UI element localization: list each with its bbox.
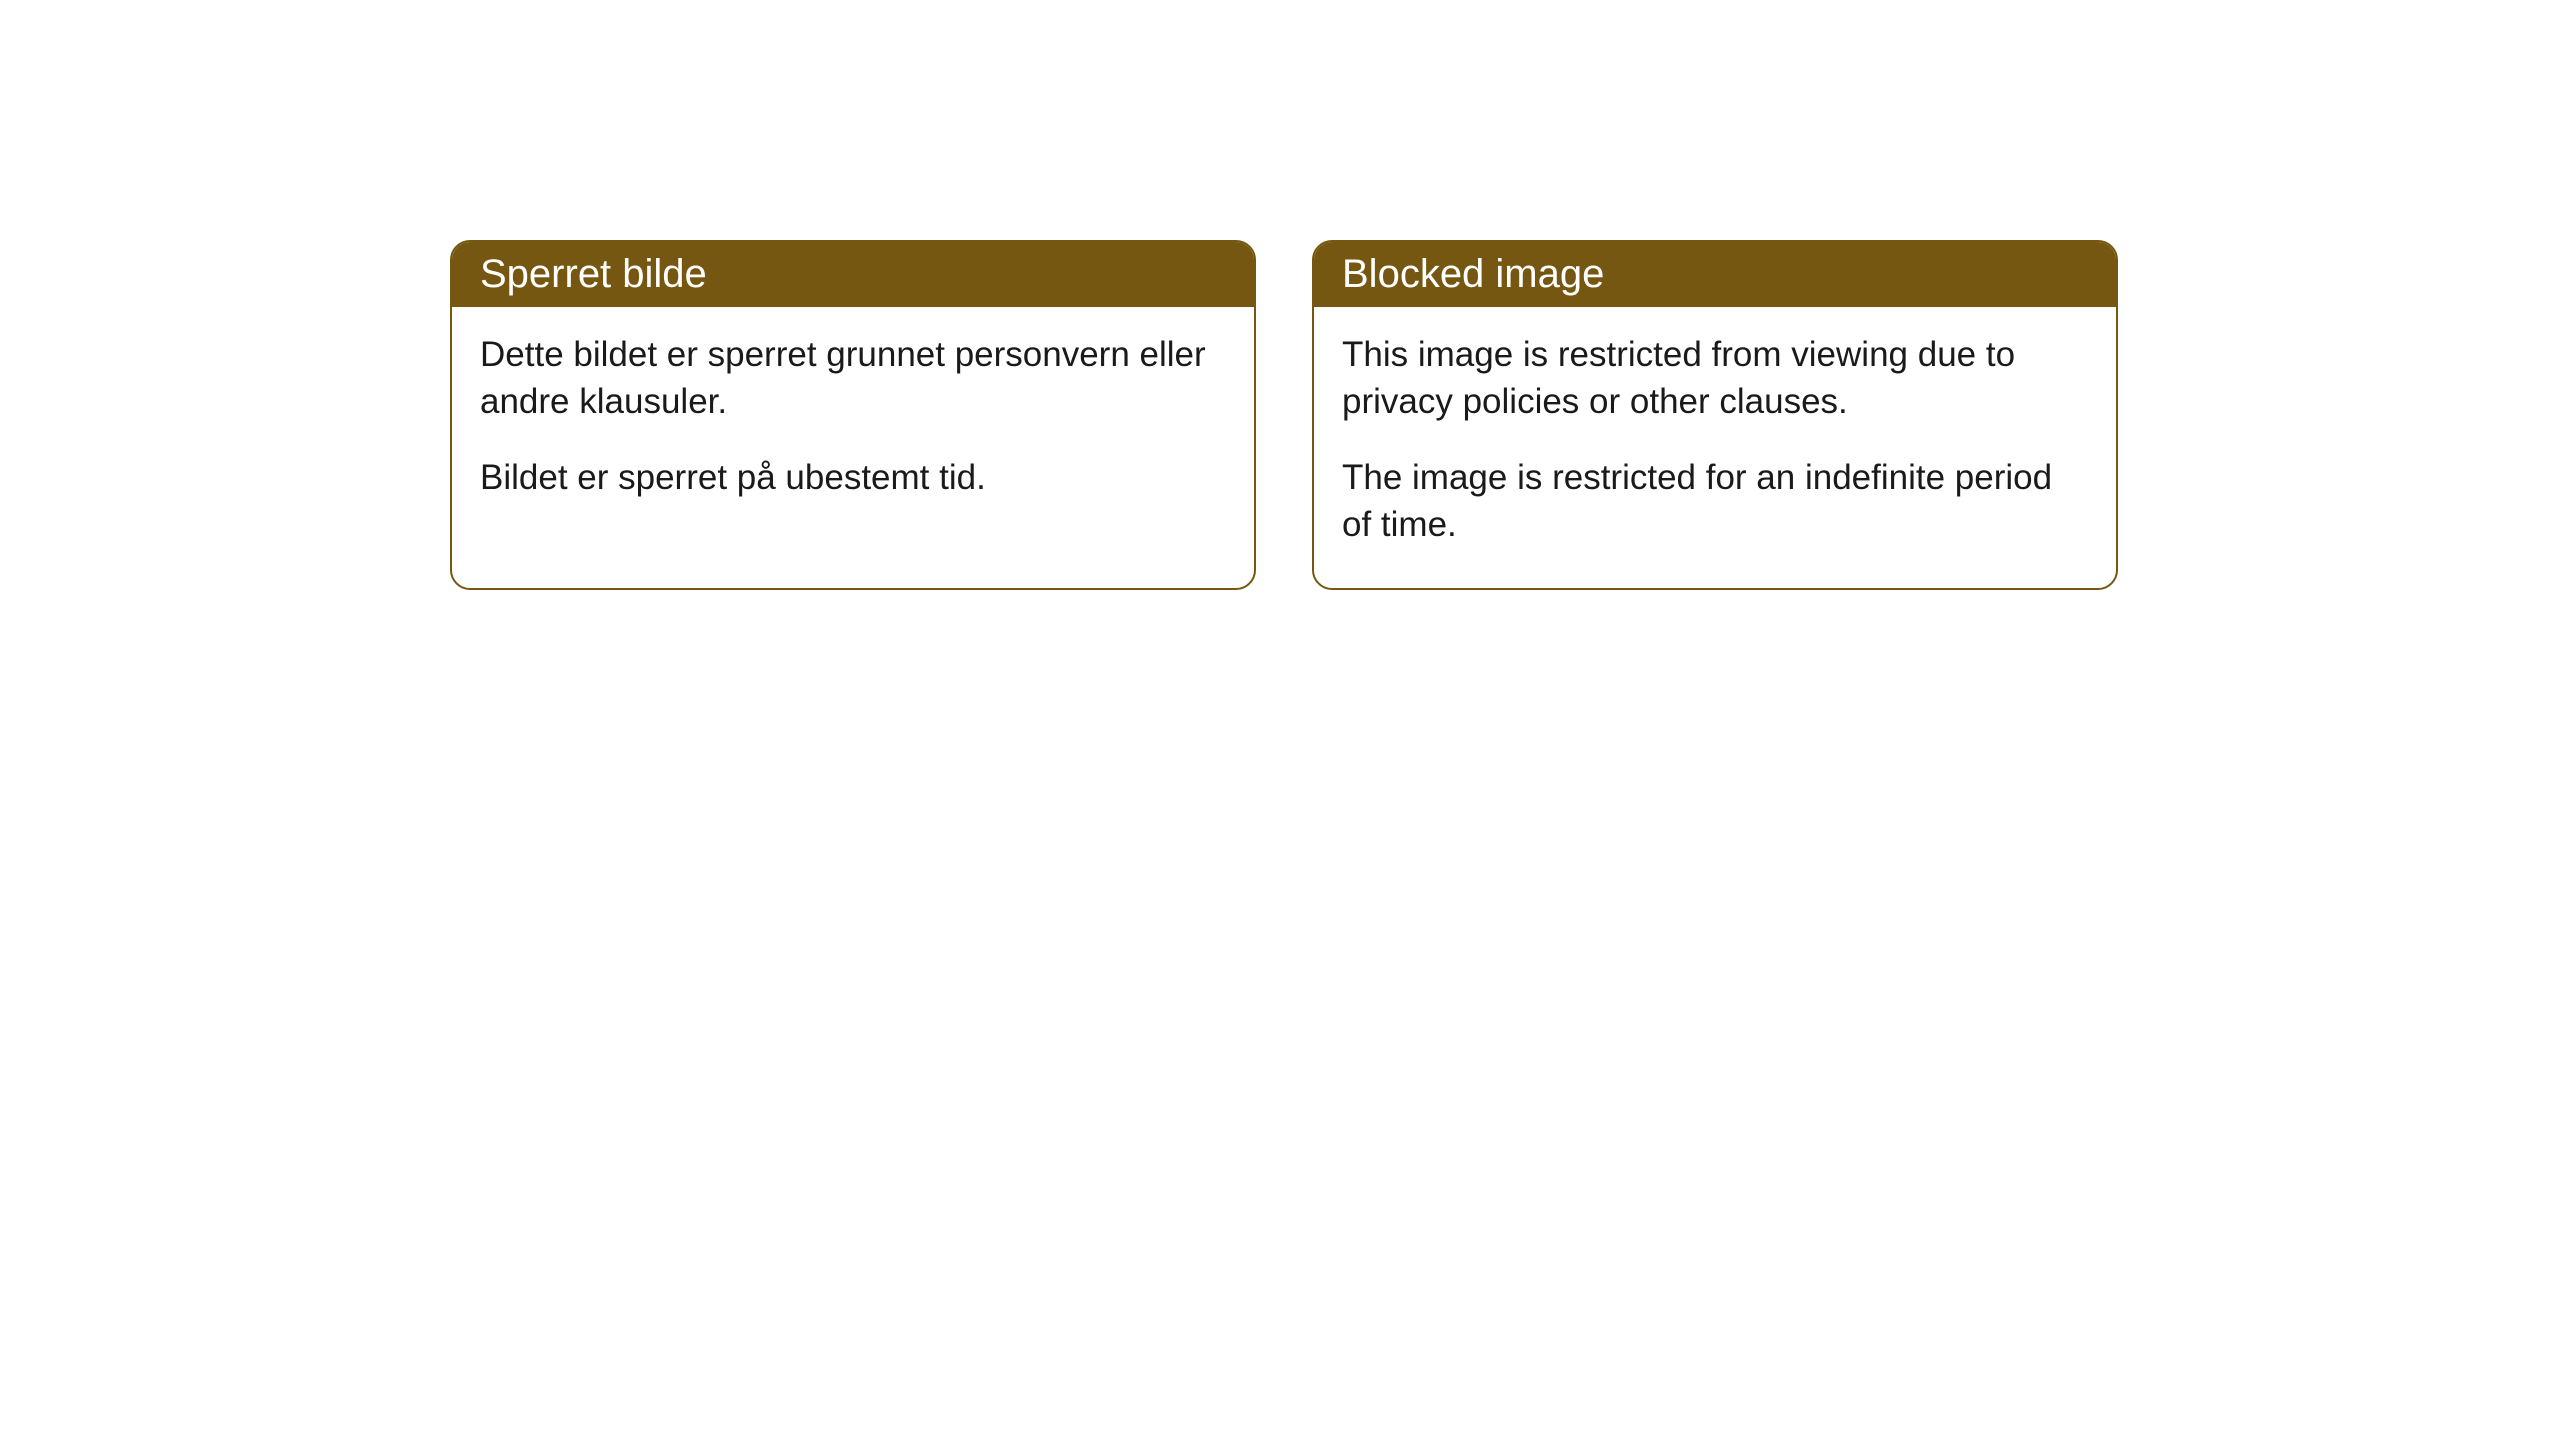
notice-card-title: Blocked image <box>1342 252 1604 296</box>
notice-paragraph: The image is restricted for an indefinit… <box>1342 454 2088 549</box>
notice-card-body: This image is restricted from viewing du… <box>1314 307 2116 588</box>
notice-card-english: Blocked image This image is restricted f… <box>1312 240 2118 590</box>
notice-card-body: Dette bildet er sperret grunnet personve… <box>452 307 1254 541</box>
notice-cards-container: Sperret bilde Dette bildet er sperret gr… <box>450 240 2118 590</box>
notice-card-title: Sperret bilde <box>480 252 707 296</box>
notice-card-norwegian: Sperret bilde Dette bildet er sperret gr… <box>450 240 1256 590</box>
notice-paragraph: This image is restricted from viewing du… <box>1342 331 2088 426</box>
notice-card-header: Blocked image <box>1314 242 2116 307</box>
notice-paragraph: Bildet er sperret på ubestemt tid. <box>480 454 1226 501</box>
notice-paragraph: Dette bildet er sperret grunnet personve… <box>480 331 1226 426</box>
notice-card-header: Sperret bilde <box>452 242 1254 307</box>
